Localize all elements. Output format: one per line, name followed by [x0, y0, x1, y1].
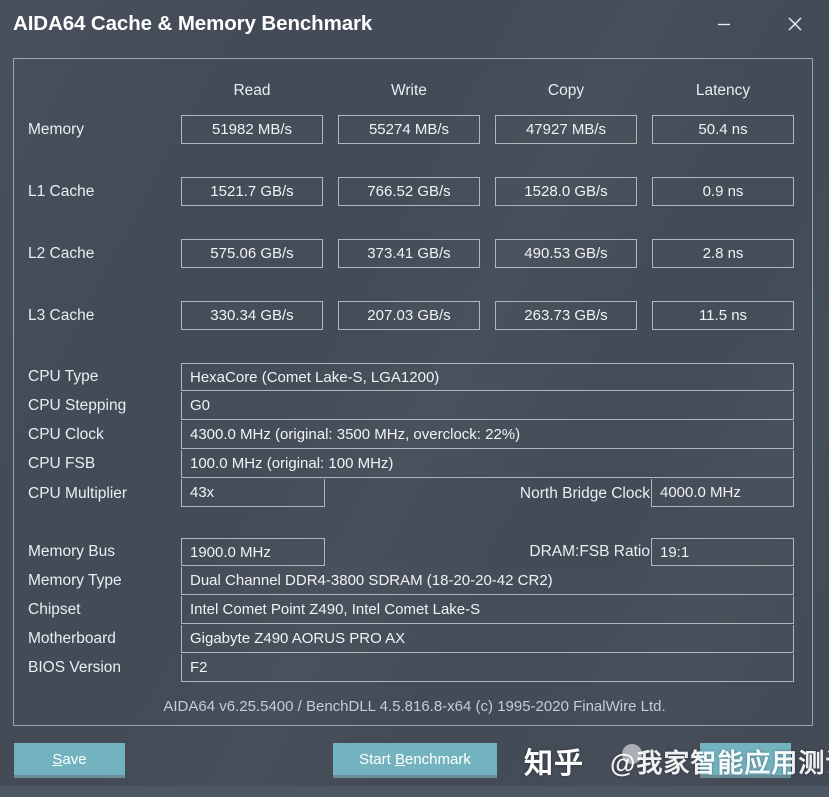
bench-cell-l3-write: 207.03 GB/s [338, 301, 480, 330]
close-window-button[interactable] [774, 6, 816, 42]
main-panel [13, 58, 813, 726]
label-memory-type: Memory Type [28, 572, 122, 589]
close-icon [785, 14, 805, 34]
bench-cell-memory-read: 51982 MB/s [181, 115, 323, 144]
bench-cell-memory-write: 55274 MB/s [338, 115, 480, 144]
bench-cell-l2-read: 575.06 GB/s [181, 239, 323, 268]
save-label-rest: ave [62, 750, 87, 768]
save-button[interactable]: Save [14, 743, 125, 775]
bench-row-label-l3: L3 Cache [28, 307, 95, 324]
value-cpu-fsb: 100.0 MHz (original: 100 MHz) [181, 450, 794, 478]
start-label-pre: Start [359, 750, 395, 768]
title-bar: AIDA64 Cache & Memory Benchmark [0, 0, 829, 50]
start-label-rest: enchmark [405, 750, 471, 768]
label-dram-fsb-ratio: DRAM:FSB Ratio [529, 543, 650, 560]
label-cpu-clock: CPU Clock [28, 426, 104, 443]
bottom-strip [0, 786, 829, 797]
column-header-read: Read [233, 82, 271, 99]
bench-cell-l1-copy: 1528.0 GB/s [495, 177, 637, 206]
bench-cell-l3-read: 330.34 GB/s [181, 301, 323, 330]
label-cpu-multiplier: CPU Multiplier [28, 485, 128, 502]
minimize-button[interactable] [703, 6, 745, 42]
value-chipset: Intel Comet Point Z490, Intel Comet Lake… [181, 596, 794, 624]
value-dram-fsb-ratio: 19:1 [651, 538, 794, 566]
label-motherboard: Motherboard [28, 630, 116, 647]
value-bios-version: F2 [181, 654, 794, 682]
start-accel-letter: B [394, 750, 405, 768]
version-text: AIDA64 v6.25.5400 / BenchDLL 4.5.816.8-x… [163, 698, 666, 715]
bench-cell-l1-write: 766.52 GB/s [338, 177, 480, 206]
value-memory-bus: 1900.0 MHz [181, 538, 325, 566]
label-chipset: Chipset [28, 601, 81, 618]
close-dialog-button[interactable] [700, 743, 791, 775]
column-header-latency: Latency [695, 82, 751, 99]
value-north-bridge-clock: 4000.0 MHz [651, 479, 794, 507]
label-cpu-fsb: CPU FSB [28, 455, 96, 472]
bench-row-label-memory: Memory [28, 121, 84, 138]
label-cpu-stepping: CPU Stepping [28, 397, 127, 414]
value-cpu-clock: 4300.0 MHz (original: 3500 MHz, overcloc… [181, 421, 794, 449]
minimize-icon [715, 15, 733, 33]
watermark: 知乎 @我家智能应用测试 [524, 740, 829, 782]
label-memory-bus: Memory Bus [28, 543, 115, 560]
column-header-copy: Copy [547, 82, 585, 99]
column-header-write: Write [391, 82, 427, 99]
bench-row-label-l1: L1 Cache [28, 183, 95, 200]
label-north-bridge-clock: North Bridge Clock [519, 485, 650, 502]
start-benchmark-button[interactable]: Start Benchmark [333, 743, 497, 775]
bench-cell-l3-copy: 263.73 GB/s [495, 301, 637, 330]
label-bios-version: BIOS Version [28, 659, 122, 676]
window-title: AIDA64 Cache & Memory Benchmark [13, 12, 373, 35]
watermark-dot-icon [622, 744, 642, 764]
label-cpu-type: CPU Type [28, 368, 99, 385]
value-motherboard: Gigabyte Z490 AORUS PRO AX [181, 625, 794, 653]
value-memory-type: Dual Channel DDR4-3800 SDRAM (18-20-20-4… [181, 567, 794, 595]
value-cpu-type: HexaCore (Comet Lake-S, LGA1200) [181, 363, 794, 391]
bench-cell-l1-read: 1521.7 GB/s [181, 177, 323, 206]
value-cpu-stepping: G0 [181, 392, 794, 420]
bench-cell-memory-copy: 47927 MB/s [495, 115, 637, 144]
bench-row-label-l2: L2 Cache [28, 245, 95, 262]
value-cpu-multiplier: 43x [181, 479, 325, 507]
bench-cell-l2-copy: 490.53 GB/s [495, 239, 637, 268]
bench-cell-l1-latency: 0.9 ns [652, 177, 794, 206]
bench-cell-l2-write: 373.41 GB/s [338, 239, 480, 268]
save-accel-letter: S [52, 750, 63, 768]
watermark-site: 知乎 [524, 748, 585, 780]
bench-cell-l2-latency: 2.8 ns [652, 239, 794, 268]
bench-cell-memory-latency: 50.4 ns [652, 115, 794, 144]
bench-cell-l3-latency: 11.5 ns [652, 301, 794, 330]
